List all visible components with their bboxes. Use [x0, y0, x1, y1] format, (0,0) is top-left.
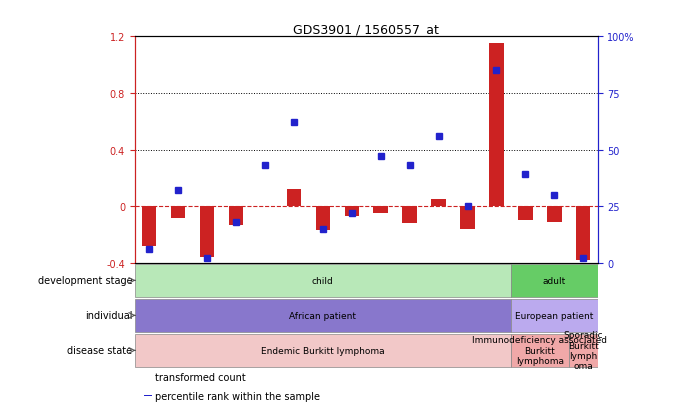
Bar [489, 44, 504, 207]
Bar [345, 207, 359, 216]
Bar [511, 264, 598, 297]
Bar [547, 207, 562, 222]
Bar [373, 207, 388, 214]
Bar [135, 264, 511, 297]
Text: Immunodeficiency associated
Burkitt
lymphoma: Immunodeficiency associated Burkitt lymp… [473, 336, 607, 366]
Bar [287, 190, 301, 207]
Bar [511, 299, 598, 332]
Bar [142, 207, 156, 246]
Text: Endemic Burkitt lymphoma: Endemic Burkitt lymphoma [261, 346, 385, 355]
Text: child: child [312, 276, 334, 285]
Text: Sporadic
Burkitt
lymph
oma: Sporadic Burkitt lymph oma [563, 330, 603, 370]
Bar [200, 207, 214, 258]
Bar [511, 334, 569, 367]
Bar [518, 207, 533, 221]
Text: African patient: African patient [290, 311, 357, 320]
Bar [431, 199, 446, 207]
Bar [135, 299, 511, 332]
Text: adult: adult [542, 276, 566, 285]
Bar [576, 207, 591, 261]
Bar [316, 207, 330, 231]
Text: percentile rank within the sample: percentile rank within the sample [155, 391, 320, 401]
Text: disease state: disease state [67, 346, 133, 356]
Bar [402, 207, 417, 224]
Bar [569, 334, 598, 367]
Text: European patient: European patient [515, 311, 594, 320]
Bar [144, 395, 152, 396]
Bar [135, 334, 511, 367]
Text: transformed count: transformed count [155, 372, 245, 382]
Text: development stage: development stage [38, 276, 133, 286]
Title: GDS3901 / 1560557_at: GDS3901 / 1560557_at [293, 23, 439, 36]
Bar [229, 207, 243, 225]
Text: individual: individual [85, 311, 133, 320]
Bar [171, 207, 185, 218]
Bar [460, 207, 475, 229]
